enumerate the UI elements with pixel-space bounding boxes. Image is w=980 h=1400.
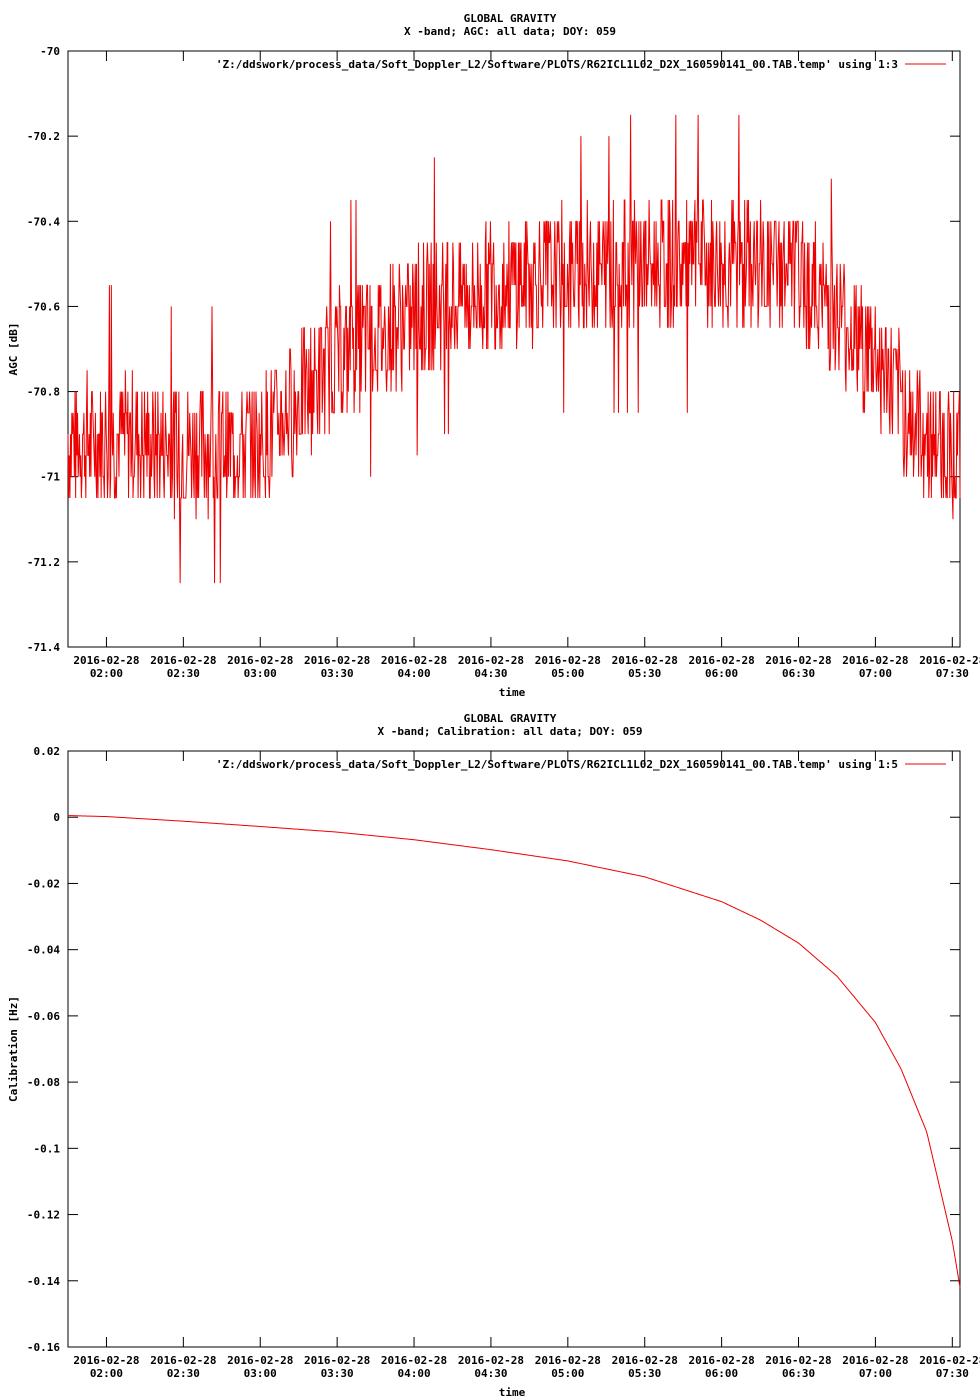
series-line [67, 114, 961, 584]
x-tick-time: 06:30 [782, 1367, 815, 1380]
x-tick-time: 02:00 [90, 667, 123, 680]
x-tick-time: 05:00 [551, 1367, 584, 1380]
y-tick-label: -0.1 [34, 1142, 61, 1155]
legend-label: 'Z:/ddswork/process_data/Soft_Doppler_L2… [216, 58, 898, 71]
y-tick-label: 0.02 [34, 745, 61, 758]
x-tick-date: 2016-02-28 [842, 654, 908, 667]
x-tick-time: 07:30 [936, 1367, 969, 1380]
x-tick-time: 03:00 [244, 1367, 277, 1380]
y-tick-label: -0.02 [27, 877, 60, 890]
x-tick-date: 2016-02-28 [765, 1354, 831, 1367]
y-tick-label: -70 [40, 45, 60, 58]
x-tick-date: 2016-02-28 [381, 654, 447, 667]
x-tick-time: 06:30 [782, 667, 815, 680]
y-tick-label: -0.06 [27, 1010, 60, 1023]
x-tick-time: 05:00 [551, 667, 584, 680]
legend-label: 'Z:/ddswork/process_data/Soft_Doppler_L2… [216, 758, 898, 771]
y-tick-label: -0.12 [27, 1209, 60, 1222]
x-tick-time: 03:00 [244, 667, 277, 680]
x-tick-date: 2016-02-28 [919, 654, 980, 667]
x-tick-time: 06:00 [705, 1367, 738, 1380]
plot-frame [67, 50, 961, 648]
x-tick-time: 02:30 [167, 1367, 200, 1380]
x-tick-date: 2016-02-28 [689, 1354, 755, 1367]
y-tick-label: -70.8 [27, 386, 60, 399]
x-tick-date: 2016-02-28 [842, 1354, 908, 1367]
y-tick-label: -0.16 [27, 1341, 60, 1354]
x-tick-date: 2016-02-28 [612, 654, 678, 667]
plot-frame [67, 750, 961, 1348]
y-tick-label: -70.4 [27, 215, 60, 228]
y-tick-label: -0.08 [27, 1076, 60, 1089]
x-tick-time: 05:30 [628, 1367, 661, 1380]
x-tick-time: 05:30 [628, 667, 661, 680]
x-tick-date: 2016-02-28 [150, 1354, 216, 1367]
chart-subtitle: X -band; Calibration: all data; DOY: 059 [378, 725, 643, 738]
y-tick-label: -0.14 [27, 1275, 60, 1288]
chart-subtitle: X -band; AGC: all data; DOY: 059 [404, 25, 616, 38]
x-tick-time: 04:30 [474, 1367, 507, 1380]
x-tick-time: 02:30 [167, 667, 200, 680]
x-tick-date: 2016-02-28 [689, 654, 755, 667]
x-tick-time: 06:00 [705, 667, 738, 680]
x-tick-time: 04:00 [397, 667, 430, 680]
y-tick-label: -70.6 [27, 300, 60, 313]
series-line [67, 815, 961, 1288]
chart-title: GLOBAL GRAVITY [464, 12, 557, 25]
x-axis-label: time [499, 686, 526, 699]
x-tick-date: 2016-02-28 [381, 1354, 447, 1367]
x-tick-date: 2016-02-28 [73, 1354, 139, 1367]
x-tick-time: 07:30 [936, 667, 969, 680]
x-tick-time: 07:00 [859, 667, 892, 680]
x-axis-label: time [499, 1386, 526, 1399]
x-tick-date: 2016-02-28 [73, 654, 139, 667]
y-tick-label: -71.2 [27, 556, 60, 569]
x-tick-time: 07:00 [859, 1367, 892, 1380]
x-tick-time: 03:30 [321, 1367, 354, 1380]
x-tick-time: 03:30 [321, 667, 354, 680]
x-tick-date: 2016-02-28 [535, 654, 601, 667]
x-tick-date: 2016-02-28 [612, 1354, 678, 1367]
x-tick-date: 2016-02-28 [227, 654, 293, 667]
y-tick-label: -0.04 [27, 944, 60, 957]
x-tick-time: 04:00 [397, 1367, 430, 1380]
x-tick-time: 04:30 [474, 667, 507, 680]
x-tick-time: 02:00 [90, 1367, 123, 1380]
y-tick-label: -71 [40, 471, 60, 484]
x-tick-date: 2016-02-28 [535, 1354, 601, 1367]
x-tick-date: 2016-02-28 [458, 654, 524, 667]
x-tick-date: 2016-02-28 [458, 1354, 524, 1367]
x-tick-date: 2016-02-28 [765, 654, 831, 667]
y-axis-label: Calibration [Hz] [7, 996, 20, 1102]
x-tick-date: 2016-02-28 [919, 1354, 980, 1367]
y-tick-label: -70.2 [27, 130, 60, 143]
x-tick-date: 2016-02-28 [150, 654, 216, 667]
x-tick-date: 2016-02-28 [304, 1354, 370, 1367]
x-tick-date: 2016-02-28 [304, 654, 370, 667]
y-tick-label: 0 [53, 811, 60, 824]
x-tick-date: 2016-02-28 [227, 1354, 293, 1367]
y-tick-label: -71.4 [27, 641, 60, 654]
y-axis-label: AGC [dB] [7, 323, 20, 376]
chart-title: GLOBAL GRAVITY [464, 712, 557, 725]
